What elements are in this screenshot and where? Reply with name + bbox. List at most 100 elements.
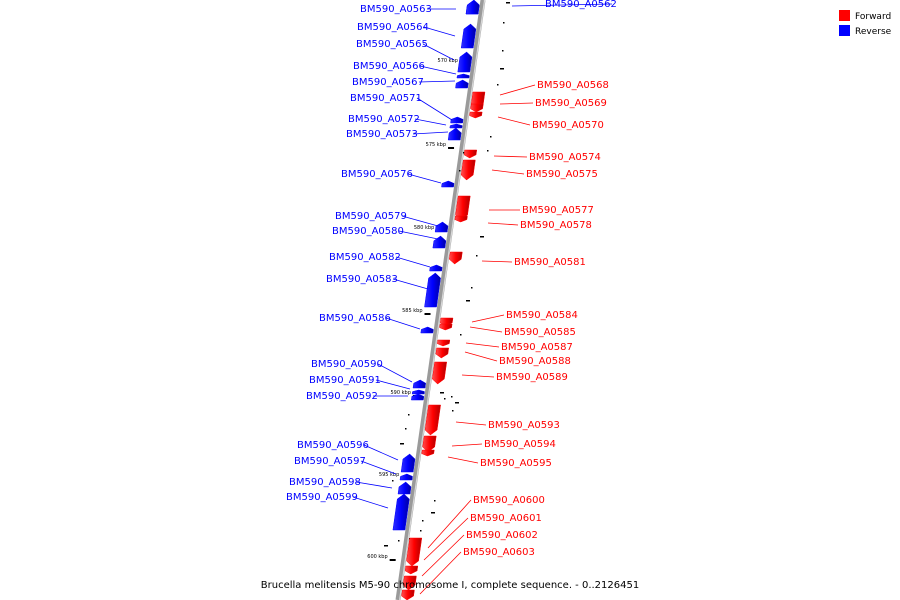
- leader-line-bm590_a0600: [427, 499, 472, 549]
- minor-dash: [384, 545, 388, 547]
- gene-label-bm590_a0562: BM590_A0562: [545, 0, 617, 10]
- gene-block-bm590_a0603: [401, 589, 415, 600]
- gene-block-bm590_a0587: [437, 339, 451, 347]
- minor-dash: [471, 287, 473, 289]
- gene-label-bm590_a0599: BM590_A0599: [286, 492, 358, 503]
- leader-line-bm590_a0573: [412, 131, 449, 135]
- gene-label-bm590_a0577: BM590_A0577: [522, 205, 594, 216]
- gene-block-bm590_a0563: [465, 0, 480, 15]
- scale-tick-label: 595 kbp: [379, 472, 399, 478]
- minor-dash: [444, 398, 446, 400]
- leader-line-bm590_a0602: [421, 534, 465, 577]
- leader-line-bm590_a0595: [447, 456, 479, 464]
- leader-line-bm590_a0581: [481, 260, 513, 263]
- gene-block-bm590_a0597: [399, 473, 413, 481]
- minor-dash: [405, 428, 407, 430]
- gene-block-bm590_a0594: [422, 435, 437, 453]
- legend-label-forward: Forward: [855, 12, 891, 22]
- legend-swatch-forward: [839, 10, 850, 21]
- minor-dash: [500, 68, 504, 70]
- leader-line-bm590_a0578: [487, 222, 519, 226]
- gene-block-bm590_a0600: [406, 537, 423, 567]
- leader-line-bm590_a0584: [471, 314, 505, 323]
- gene-block-bm590_a0565: [457, 51, 473, 73]
- gene-label-bm590_a0576: BM590_A0576: [341, 169, 413, 180]
- gene-block-bm590_a0580: [432, 235, 447, 249]
- map-caption: Brucella melitensis M5-90 chromosome I, …: [261, 580, 639, 591]
- gene-labels: BM590_A0562 BM590_A0563 BM590_A0564 BM590_A…: [286, 0, 617, 595]
- minor-dash: [503, 22, 505, 24]
- gene-label-bm590_a0585: BM590_A0585: [504, 327, 576, 338]
- gene-label-bm590_a0566: BM590_A0566: [353, 61, 425, 72]
- gene-label-bm590_a0567: BM590_A0567: [352, 77, 424, 88]
- leader-line-bm590_a0565: [422, 43, 455, 61]
- minor-dash: [459, 170, 461, 172]
- leader-line-bm590_a0568: [499, 84, 536, 96]
- gene-block-bm590_a0588: [435, 347, 449, 359]
- gene-label-bm590_a0591: BM590_A0591: [309, 375, 381, 386]
- leader-line-bm590_a0580: [398, 230, 439, 240]
- leader-line-bm590_a0579: [401, 215, 439, 227]
- leader-line-bm590_a0576: [407, 173, 442, 184]
- minor-dash: [420, 530, 422, 532]
- gene-label-bm590_a0597: BM590_A0597: [294, 456, 366, 467]
- gene-label-bm590_a0587: BM590_A0587: [501, 342, 573, 353]
- scale-tick-label: 600 kbp: [367, 554, 387, 560]
- gene-block-bm590_a0589: [432, 361, 448, 385]
- minor-dash: [506, 2, 510, 4]
- gene-block-bm590_a0579: [434, 221, 449, 233]
- gene-label-bm590_a0578: BM590_A0578: [520, 220, 592, 231]
- gene-label-bm590_a0563: BM590_A0563: [360, 4, 432, 15]
- leader-line-bm590_a0601: [423, 517, 469, 561]
- legend-swatch-reverse: [839, 25, 850, 36]
- leader-line-bm590_a0564: [423, 26, 456, 37]
- gene-block-bm590_a0595: [421, 449, 435, 457]
- scale-tick-mark: [424, 313, 431, 315]
- leader-line-bm590_a0571: [416, 97, 453, 121]
- gene-label-bm590_a0579: BM590_A0579: [335, 211, 407, 222]
- scale-tick-label: 580 kbp: [414, 225, 434, 231]
- gene-label-bm590_a0589: BM590_A0589: [496, 372, 568, 383]
- gene-block-bm590_a0593: [424, 404, 441, 436]
- minor-dash: [434, 500, 436, 502]
- minor-dash: [392, 480, 394, 482]
- leader-line-bm590_a0593: [455, 421, 487, 426]
- leader-line-bm590_a0599: [352, 496, 389, 509]
- leader-line-bm590_a0585: [469, 326, 503, 333]
- minor-dash: [440, 392, 444, 394]
- gene-label-bm590_a0583: BM590_A0583: [326, 274, 398, 285]
- leader-line-bm590_a0591: [375, 379, 411, 390]
- minor-dash: [398, 540, 400, 542]
- minor-dash: [422, 520, 424, 522]
- gene-label-bm590_a0568: BM590_A0568: [537, 80, 609, 91]
- minor-dash: [455, 402, 459, 404]
- leader-line-bm590_a0590: [377, 363, 413, 383]
- gene-block-bm590_a0591: [411, 389, 425, 395]
- minor-dash: [460, 334, 462, 336]
- leader-line-bm590_a0566: [419, 65, 457, 75]
- gene-block-bm590_a0578: [454, 215, 468, 223]
- gene-block-bm590_a0582: [429, 264, 443, 272]
- gene-block-bm590_a0575: [460, 159, 476, 181]
- leader-line-bm590_a0569: [499, 102, 534, 105]
- gene-block-bm590_a0569: [470, 103, 484, 113]
- gene-label-bm590_a0598: BM590_A0598: [289, 477, 361, 488]
- gene-block-bm590_a0583: [424, 272, 441, 308]
- leader-line-bm590_a0574: [493, 155, 528, 158]
- gene-label-bm590_a0600: BM590_A0600: [473, 495, 545, 506]
- scale-tick-label: 570 kbp: [438, 58, 458, 64]
- gene-block-bm590_a0586: [420, 326, 434, 334]
- gene-label-bm590_a0595: BM590_A0595: [480, 458, 552, 469]
- minor-dash: [476, 255, 478, 257]
- gene-block-bm590_a0573: [447, 127, 462, 141]
- gene-label-bm590_a0565: BM590_A0565: [356, 39, 428, 50]
- leader-line-bm590_a0596: [363, 444, 399, 461]
- gene-label-bm590_a0572: BM590_A0572: [348, 114, 420, 125]
- gene-block-bm590_a0602: [402, 575, 417, 591]
- leader-line-bm590_a0597: [360, 460, 397, 475]
- gene-label-bm590_a0569: BM590_A0569: [535, 98, 607, 109]
- gene-label-bm590_a0573: BM590_A0573: [346, 129, 418, 140]
- scale-tick-label: 590 kbp: [391, 390, 411, 396]
- gene-label-bm590_a0602: BM590_A0602: [466, 530, 538, 541]
- minor-dash: [487, 150, 489, 152]
